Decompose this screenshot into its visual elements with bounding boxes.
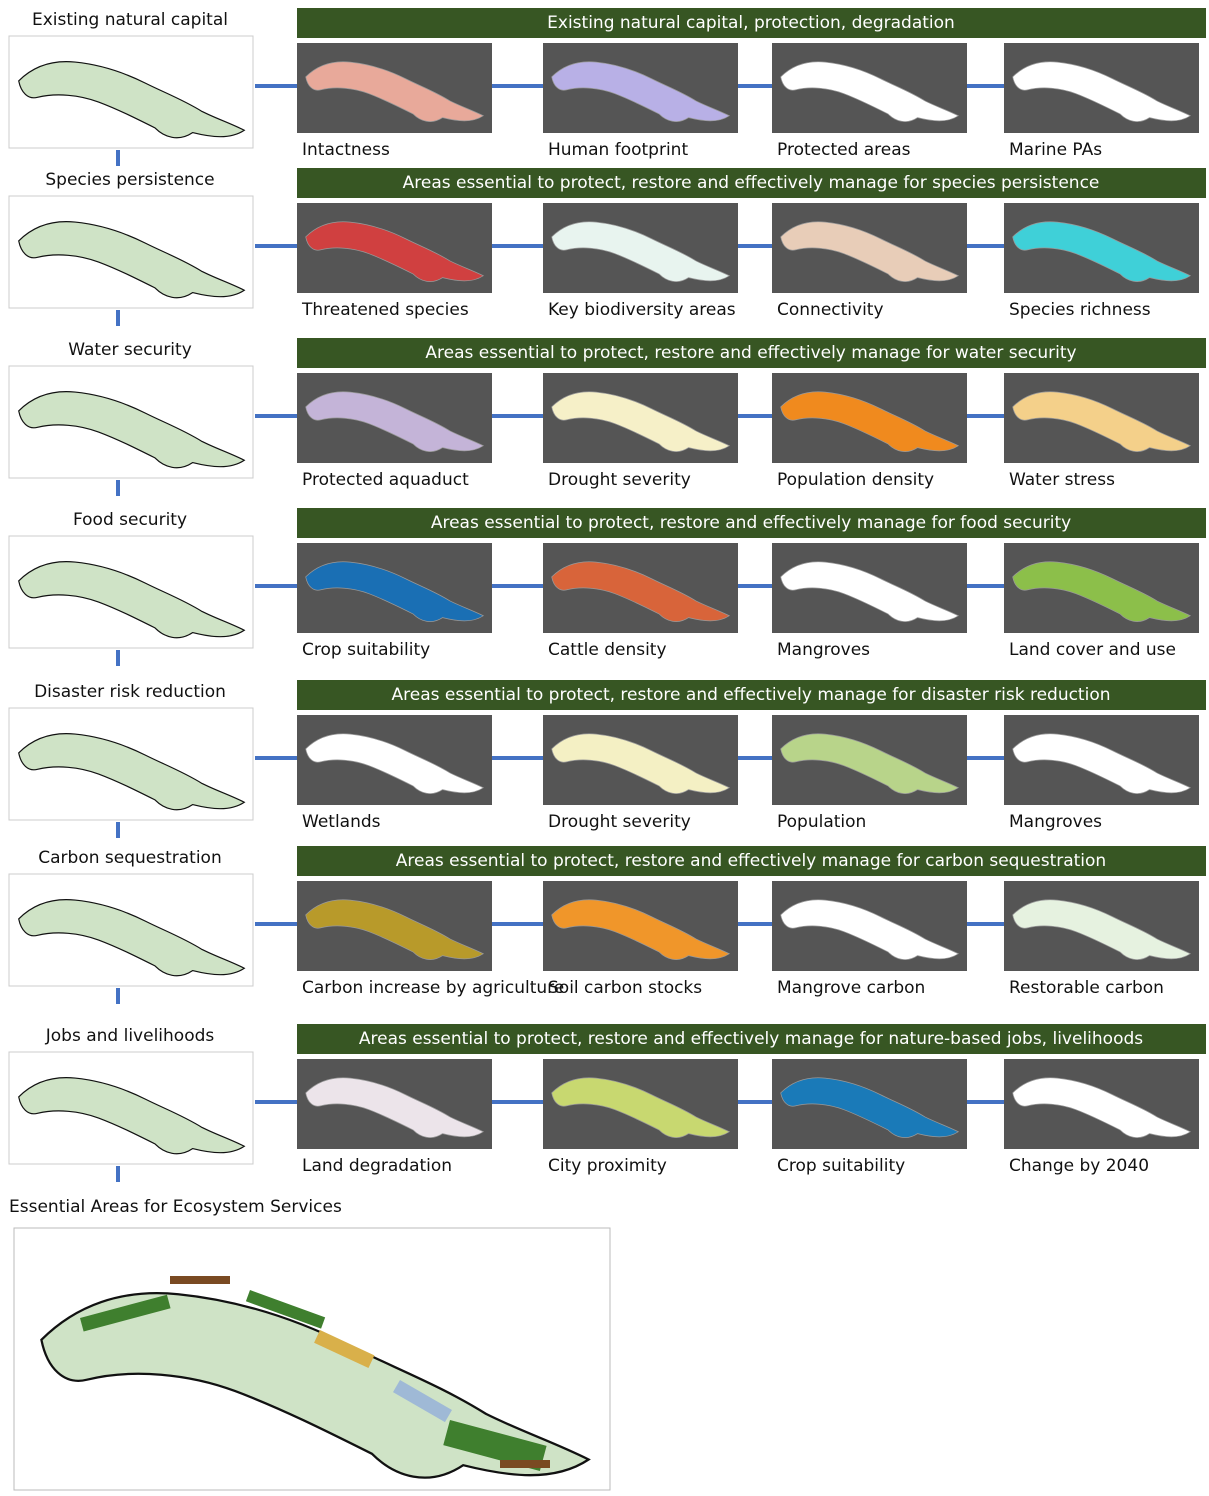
banner <box>297 1024 1206 1054</box>
banner <box>297 846 1206 876</box>
map-label: Soil carbon stocks <box>548 978 702 998</box>
banner-text: Areas essential to protect, restore and … <box>359 1029 1143 1049</box>
map-label: Mangroves <box>777 640 870 660</box>
map-label: Change by 2040 <box>1009 1156 1149 1176</box>
row-label: Disaster risk reduction <box>34 682 226 702</box>
result-map <box>41 1276 588 1478</box>
map-label: Carbon increase by agriculture <box>302 978 564 998</box>
map-label: Species richness <box>1009 300 1151 320</box>
map-label: Population density <box>777 470 934 490</box>
result-label: Essential Areas for Ecosystem Services <box>9 1197 342 1217</box>
map-label: Drought severity <box>548 470 691 490</box>
banner <box>297 8 1206 38</box>
banner-text: Areas essential to protect, restore and … <box>403 173 1100 193</box>
banner-text: Areas essential to protect, restore and … <box>391 685 1110 705</box>
row-label: Jobs and livelihoods <box>45 1026 215 1046</box>
map-label: Key biodiversity areas <box>548 300 736 320</box>
map-label: Intactness <box>302 140 390 160</box>
map-label: Crop suitability <box>777 1156 905 1176</box>
map-label: Protected areas <box>777 140 911 160</box>
banner-text: Areas essential to protect, restore and … <box>425 343 1076 363</box>
banner <box>297 338 1206 368</box>
map-label: Population <box>777 812 866 832</box>
map-label: City proximity <box>548 1156 667 1176</box>
map-label: Connectivity <box>777 300 884 320</box>
map-label: Threatened species <box>301 300 469 320</box>
banner-text: Areas essential to protect, restore and … <box>396 851 1106 871</box>
map-label: Wetlands <box>302 812 381 832</box>
map-label: Cattle density <box>548 640 667 660</box>
banner <box>297 680 1206 710</box>
map-label: Restorable carbon <box>1009 978 1164 998</box>
map-label: Mangrove carbon <box>777 978 925 998</box>
map-label: Land cover and use <box>1009 640 1176 660</box>
map-label: Water stress <box>1009 470 1115 490</box>
map-label: Crop suitability <box>302 640 430 660</box>
row-label: Food security <box>73 510 187 530</box>
banner <box>297 508 1206 538</box>
map-label: Mangroves <box>1009 812 1102 832</box>
row-label: Existing natural capital <box>32 10 228 30</box>
map-label: Protected aquaduct <box>302 470 469 490</box>
map-label: Human footprint <box>548 140 688 160</box>
row-label: Species persistence <box>45 170 214 190</box>
map-label: Land degradation <box>302 1156 452 1176</box>
row-label: Water security <box>68 340 192 360</box>
banner <box>297 168 1206 198</box>
map-label: Drought severity <box>548 812 691 832</box>
banner-text: Areas essential to protect, restore and … <box>431 513 1071 533</box>
map-label: Marine PAs <box>1009 140 1102 160</box>
banner-text: Existing natural capital, protection, de… <box>547 13 955 33</box>
row-label: Carbon sequestration <box>38 848 221 868</box>
